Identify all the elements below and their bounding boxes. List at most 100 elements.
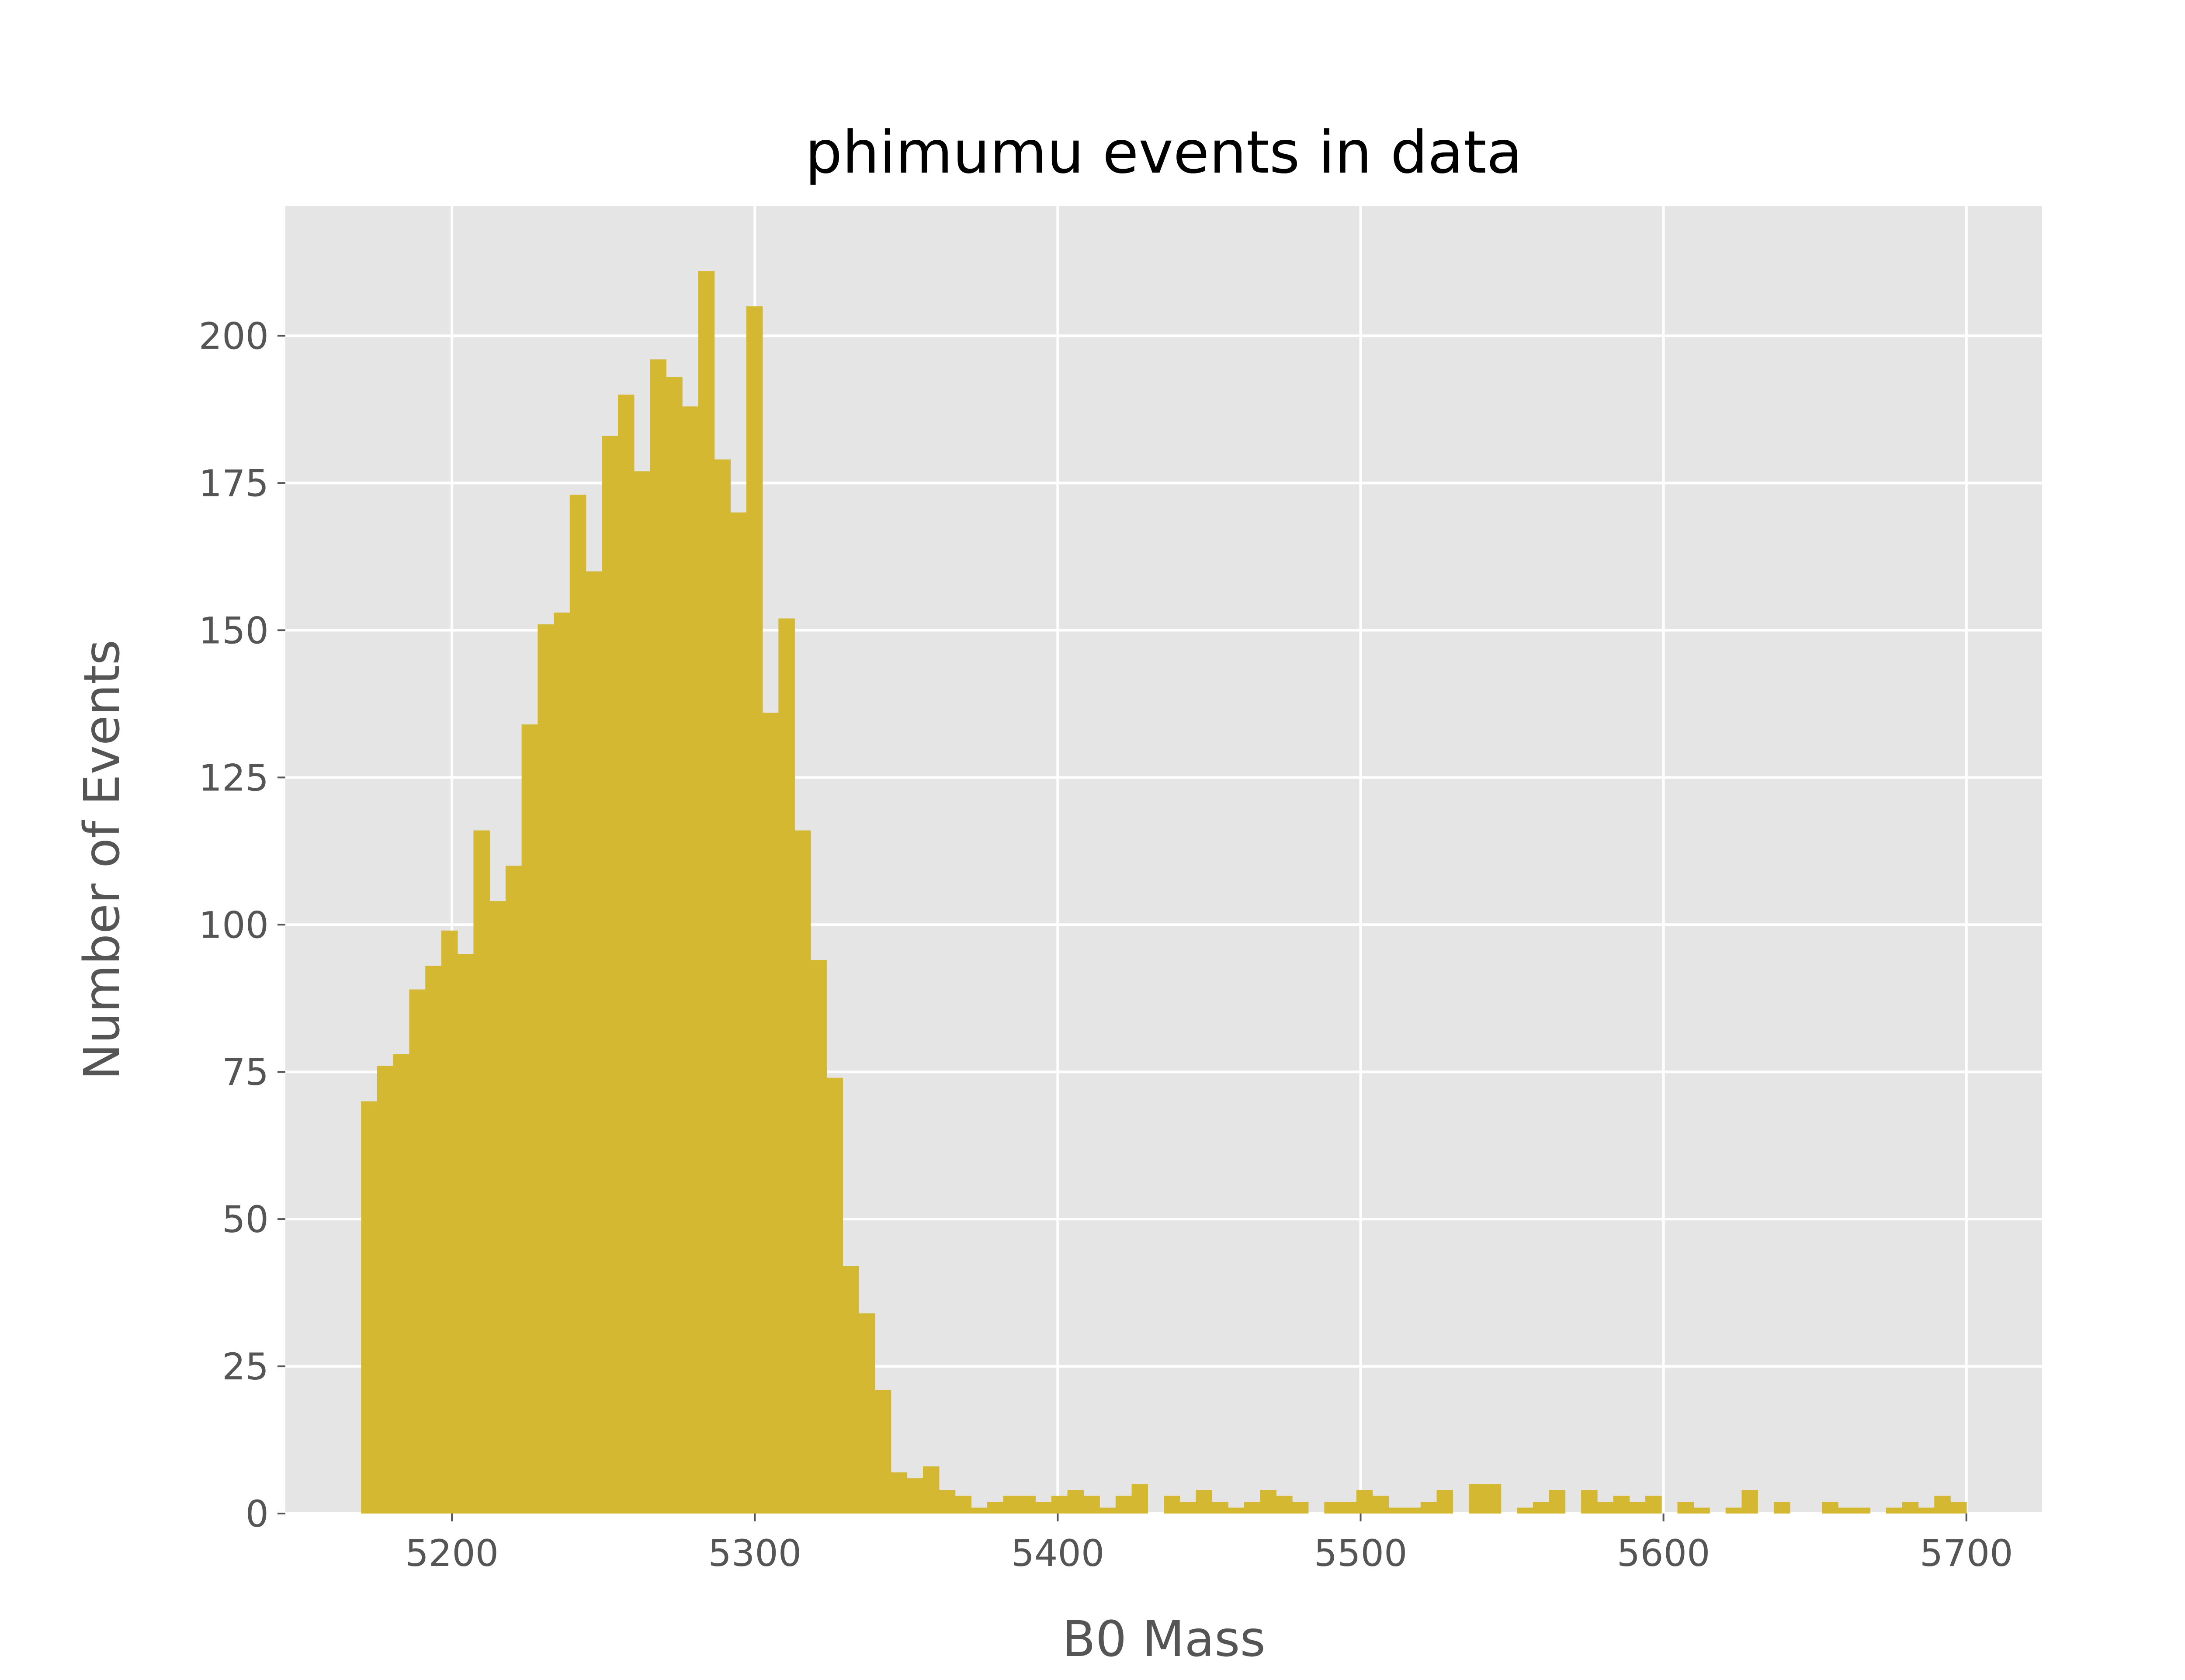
histogram-bar (1484, 1484, 1502, 1514)
histogram-bar (1019, 1496, 1036, 1514)
x-axis-label: B0 Mass (1062, 1611, 1266, 1668)
histogram-bar (1581, 1490, 1598, 1514)
histogram-bar (746, 306, 763, 1514)
y-tick-label: 25 (222, 1345, 269, 1388)
x-tick-label: 5400 (1011, 1532, 1105, 1575)
histogram-bar (1934, 1496, 1951, 1514)
histogram-bar (538, 624, 554, 1514)
histogram-bar (1115, 1496, 1132, 1514)
histogram-bar (1003, 1496, 1020, 1514)
histogram-bar (1677, 1502, 1694, 1514)
y-tick-label: 50 (222, 1198, 269, 1241)
histogram-bar (1773, 1502, 1790, 1514)
histogram-bar (891, 1472, 908, 1514)
histogram-bar (714, 459, 731, 1514)
histogram-bar (1854, 1507, 1871, 1514)
histogram-bar (859, 1313, 875, 1514)
histogram-bar (955, 1496, 971, 1514)
histogram-bar (1533, 1502, 1550, 1514)
histogram-bar (1196, 1490, 1213, 1514)
histogram-bar (569, 495, 586, 1514)
histogram-bar (1131, 1484, 1148, 1514)
histogram-bar (1405, 1507, 1421, 1514)
histogram-bar (923, 1466, 940, 1514)
y-tick-label: 100 (199, 904, 269, 946)
histogram-bar (425, 966, 442, 1514)
y-tick-label: 150 (199, 609, 269, 652)
histogram-bar (1340, 1502, 1357, 1514)
x-tick-label: 5300 (708, 1532, 801, 1575)
histogram-bar (441, 930, 458, 1514)
histogram-bar (1886, 1507, 1903, 1514)
histogram-bar (618, 395, 635, 1514)
histogram-bar (682, 406, 699, 1514)
histogram-bar (1244, 1502, 1261, 1514)
histogram-bars (361, 271, 1967, 1514)
histogram-bar (762, 713, 779, 1514)
histogram-bar (1164, 1496, 1180, 1514)
histogram-bar (1356, 1490, 1373, 1514)
histogram-bar (505, 866, 522, 1514)
histogram-bar (1629, 1502, 1646, 1514)
histogram-bar (1035, 1502, 1052, 1514)
histogram-bar (457, 954, 474, 1514)
y-tick-label: 75 (222, 1051, 269, 1094)
histogram-bar (1260, 1490, 1276, 1514)
histogram-bar (987, 1502, 1004, 1514)
histogram-bar (393, 1054, 410, 1514)
histogram-bar (939, 1490, 956, 1514)
histogram-bar (1324, 1502, 1341, 1514)
x-tick-label: 5500 (1314, 1532, 1408, 1575)
histogram-bar (810, 960, 827, 1514)
histogram-bar (1517, 1507, 1533, 1514)
histogram-bar (361, 1101, 378, 1514)
y-axis-ticks: 0 25 50 75 100 125 150 175 200 (199, 315, 285, 1535)
histogram-bar (1051, 1496, 1068, 1514)
y-tick-label: 175 (199, 462, 269, 505)
histogram-bar (586, 571, 603, 1514)
histogram-bar (521, 724, 538, 1514)
histogram-bar (1067, 1490, 1084, 1514)
histogram-bar (666, 377, 683, 1514)
histogram-bar (377, 1066, 394, 1514)
histogram-bar (778, 618, 795, 1514)
y-tick-label: 200 (199, 315, 269, 358)
histogram-bar (1645, 1496, 1662, 1514)
histogram-bar (730, 512, 747, 1514)
chart-title: phimumu events in data (805, 118, 1522, 187)
histogram-bar (1420, 1502, 1437, 1514)
histogram-bar (1741, 1490, 1758, 1514)
x-tick-label: 5200 (405, 1532, 499, 1575)
histogram-bar (1918, 1507, 1935, 1514)
histogram-bar (489, 901, 506, 1514)
histogram-bar (1838, 1507, 1855, 1514)
histogram-bar (843, 1266, 859, 1514)
x-tick-label: 5600 (1617, 1532, 1710, 1575)
histogram-bar (971, 1507, 988, 1514)
x-tick-label: 5700 (1920, 1532, 2013, 1575)
histogram-bar (1099, 1507, 1116, 1514)
histogram-bar (794, 830, 811, 1514)
histogram-bar (409, 989, 426, 1514)
histogram-bar (874, 1389, 891, 1514)
histogram-bar (473, 830, 490, 1514)
histogram-bar (1276, 1496, 1293, 1514)
histogram-bar (1549, 1490, 1566, 1514)
x-axis-ticks: 5200 5300 5400 5500 5600 5700 (405, 1514, 2013, 1575)
histogram-bar (1693, 1507, 1710, 1514)
histogram-bar (1179, 1502, 1197, 1514)
histogram-bar (1902, 1502, 1919, 1514)
histogram-bar (1436, 1490, 1453, 1514)
histogram-bar (650, 359, 667, 1514)
histogram-bar (1212, 1502, 1228, 1514)
histogram-bar (698, 271, 715, 1514)
histogram-bar (1468, 1484, 1485, 1514)
histogram-bar (1083, 1496, 1100, 1514)
y-axis-label: Number of Events (74, 640, 131, 1080)
histogram-bar (1597, 1502, 1614, 1514)
histogram-bar (907, 1478, 923, 1514)
histogram-bar (1228, 1507, 1245, 1514)
histogram-bar (554, 612, 570, 1514)
